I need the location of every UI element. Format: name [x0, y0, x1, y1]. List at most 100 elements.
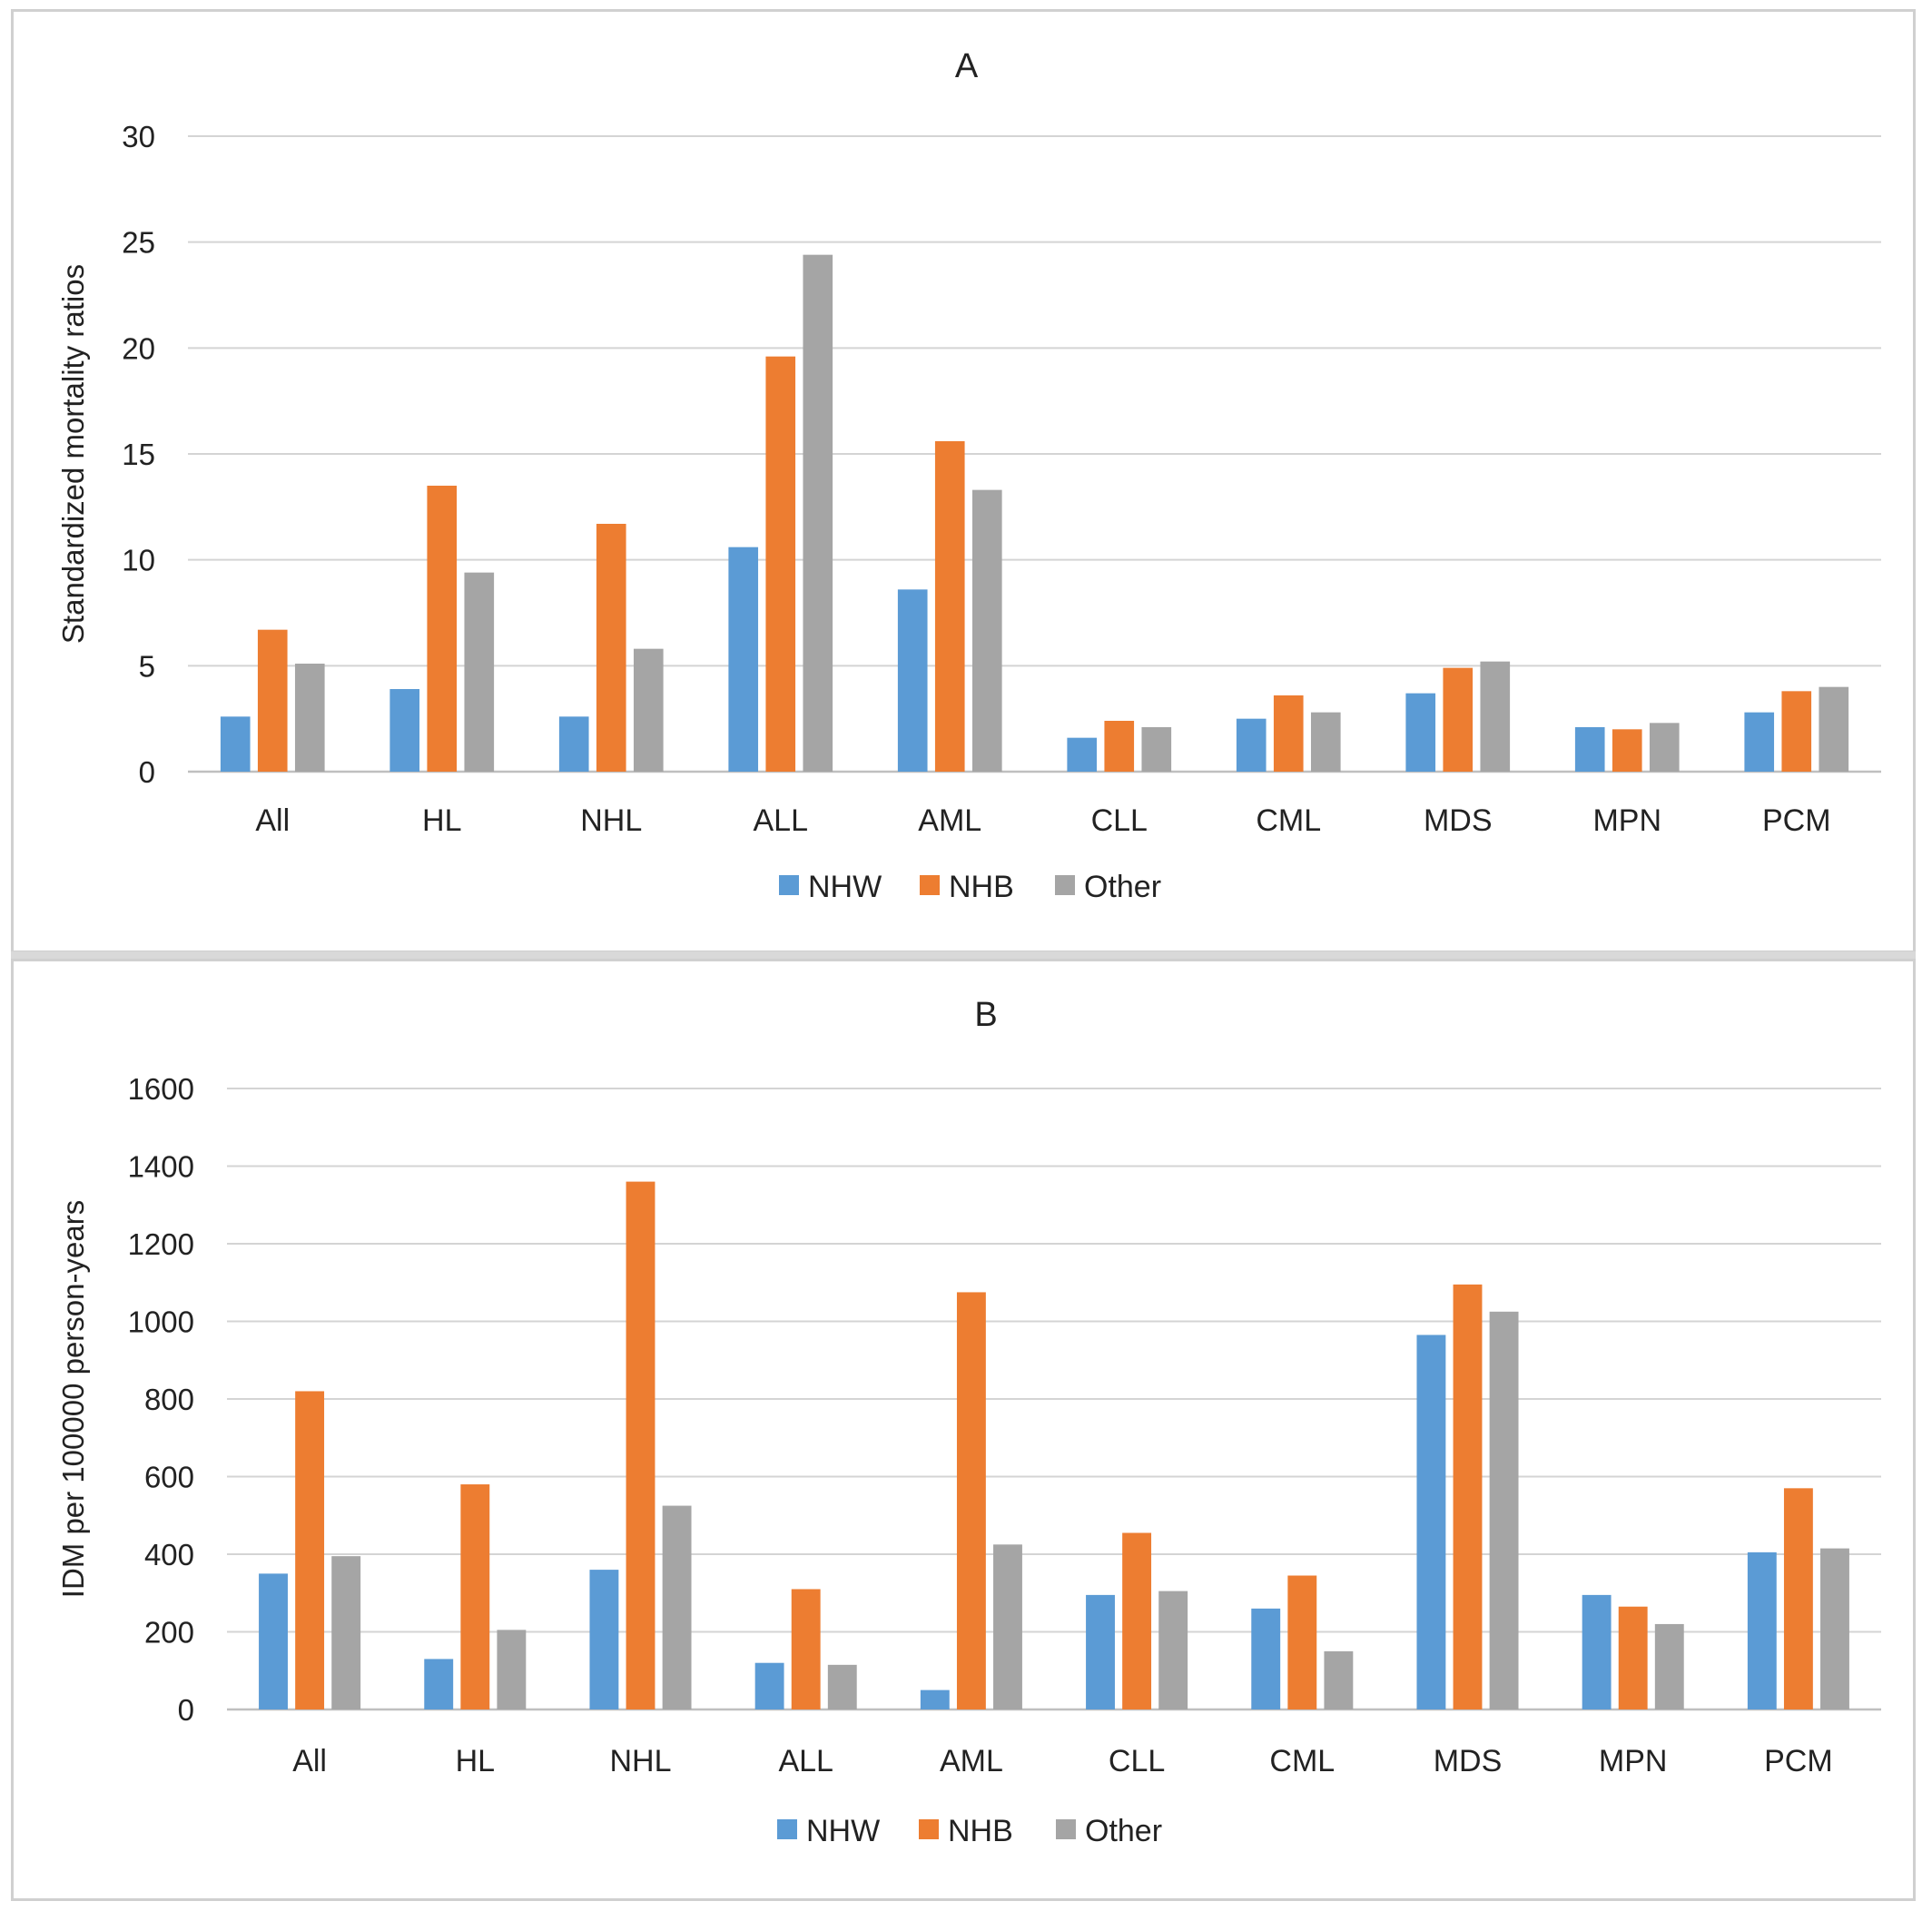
bar-nhb-all — [257, 629, 288, 772]
bar-other-hl — [464, 572, 495, 772]
bar-other-aml — [971, 489, 1002, 772]
panel-divider — [11, 951, 1916, 959]
bar-nhw-mpn — [1574, 727, 1605, 772]
bar-other-cml — [1310, 712, 1341, 772]
bar-other-cml — [1324, 1650, 1354, 1709]
x-tick-label: MPN — [1592, 803, 1661, 838]
legend-swatch-other — [1055, 875, 1075, 895]
x-tick-label: NHL — [609, 1744, 671, 1778]
bar-other-all — [803, 254, 833, 773]
y-tick-label: 15 — [122, 438, 155, 471]
bar-nhb-nhl — [626, 1181, 656, 1709]
legend-label-nhb: NHB — [948, 1814, 1013, 1848]
bar-other-mds — [1480, 661, 1511, 772]
y-tick-label: 1000 — [128, 1305, 194, 1339]
bar-nhw-nhl — [589, 1570, 619, 1709]
bar-other-pcm — [1820, 1548, 1849, 1709]
y-tick-label: 20 — [122, 331, 155, 365]
bar-nhb-cll — [1104, 721, 1135, 772]
bar-nhb-mds — [1443, 667, 1474, 772]
y-tick-label: 5 — [139, 649, 155, 683]
bar-nhw-hl — [424, 1659, 454, 1709]
legend-swatch-other — [1056, 1819, 1076, 1839]
y-tick-label: 200 — [144, 1616, 194, 1650]
bar-nhb-aml — [934, 441, 965, 772]
y-axis-label: IDM per 100000 person-years — [56, 1200, 90, 1598]
legend-label-nhw: NHW — [808, 870, 882, 904]
x-tick-label: All — [255, 803, 290, 838]
bar-nhb-nhl — [596, 524, 626, 772]
bar-other-cll — [1141, 727, 1172, 772]
bar-nhw-cll — [1086, 1594, 1115, 1709]
bar-nhb-pcm — [1783, 1488, 1813, 1709]
y-axis-label: Standardized mortality ratios — [56, 264, 90, 644]
x-tick-label: CLL — [1091, 803, 1148, 838]
bar-nhw-aml — [897, 589, 928, 772]
y-tick-label: 800 — [144, 1383, 194, 1416]
bar-nhw-all — [220, 716, 251, 772]
legend-swatch-nhb — [920, 875, 940, 895]
chart-title: B — [974, 996, 997, 1034]
bar-nhb-mpn — [1618, 1606, 1648, 1709]
legend-label-nhb: NHB — [949, 870, 1014, 904]
bar-nhw-cml — [1236, 718, 1267, 772]
bar-nhw-mds — [1405, 693, 1436, 772]
y-tick-label: 1600 — [128, 1072, 194, 1106]
y-tick-label: 0 — [139, 755, 155, 789]
bar-other-aml — [993, 1544, 1022, 1709]
x-tick-label: PCM — [1762, 803, 1831, 838]
bar-nhw-cll — [1067, 737, 1098, 772]
bar-nhb-cml — [1287, 1575, 1317, 1709]
y-tick-label: 1400 — [128, 1150, 194, 1184]
legend-label-nhw: NHW — [806, 1814, 880, 1848]
y-tick-label: 400 — [144, 1538, 194, 1571]
bar-nhb-hl — [460, 1484, 490, 1709]
bar-nhb-pcm — [1781, 691, 1812, 772]
bar-nhb-cll — [1122, 1532, 1152, 1709]
x-tick-label: All — [292, 1744, 327, 1778]
bar-nhw-mpn — [1582, 1594, 1612, 1709]
x-tick-label: HL — [456, 1744, 495, 1778]
chart-title: A — [955, 47, 979, 85]
x-tick-label: CLL — [1109, 1744, 1165, 1778]
x-tick-label: PCM — [1764, 1744, 1833, 1778]
bar-other-cll — [1158, 1591, 1188, 1709]
legend-label-other: Other — [1085, 1814, 1162, 1848]
y-tick-label: 25 — [122, 226, 155, 260]
bar-other-mds — [1489, 1311, 1519, 1709]
x-tick-label: MDS — [1424, 803, 1493, 838]
bar-nhb-all — [791, 1589, 821, 1709]
chart-b: B 0 200 400 600 800 1000 1200 1400 1600 IDM per 10… — [56, 996, 1881, 1848]
bar-other-nhl — [633, 648, 664, 772]
bar-other-all — [827, 1664, 857, 1709]
bar-nhw-all — [728, 547, 759, 772]
bar-other-all — [294, 664, 325, 772]
legend-swatch-nhb — [919, 1819, 939, 1839]
x-tick-label: ALL — [754, 803, 809, 838]
bar-other-mpn — [1649, 723, 1680, 772]
bar-nhw-mds — [1416, 1335, 1446, 1709]
x-tick-label: AML — [940, 1744, 1003, 1778]
chart-a: A 0 5 10 15 20 25 30 Standardized mortality rati… — [56, 47, 1881, 904]
bar-other-pcm — [1819, 686, 1849, 772]
bar-nhw-pcm — [1747, 1551, 1777, 1709]
x-tick-label: AML — [918, 803, 981, 838]
bar-nhb-mpn — [1612, 729, 1642, 772]
bar-nhb-all — [765, 356, 796, 772]
legend-label-other: Other — [1084, 870, 1161, 904]
bar-nhb-cml — [1273, 695, 1304, 772]
y-tick-label: 10 — [122, 544, 155, 577]
x-tick-label: NHL — [580, 803, 642, 838]
bar-nhw-all — [259, 1573, 288, 1709]
bar-nhw-cml — [1251, 1608, 1281, 1709]
y-tick-label: 1200 — [128, 1227, 194, 1261]
x-tick-label: HL — [422, 803, 461, 838]
y-tick-label: 600 — [144, 1461, 194, 1494]
bar-nhw-nhl — [558, 716, 589, 772]
y-tick-label: 0 — [178, 1693, 194, 1727]
bar-nhb-mds — [1453, 1284, 1483, 1709]
x-tick-label: CML — [1269, 1744, 1335, 1778]
legend-swatch-nhw — [777, 1819, 797, 1839]
bar-nhw-pcm — [1744, 712, 1775, 772]
